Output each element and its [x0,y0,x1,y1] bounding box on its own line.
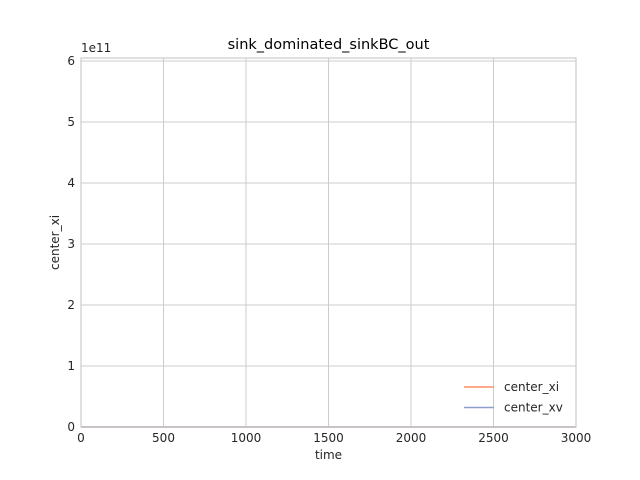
x-tick-label: 1000 [231,431,262,445]
legend-label-center_xi: center_xi [504,380,559,394]
chart-title: sink_dominated_sinkBC_out [228,37,430,53]
y-tick-label: 3 [67,237,75,251]
x-tick-label: 0 [77,431,85,445]
y-tick-label: 1 [67,359,75,373]
y-offset-label: 1e11 [81,41,111,55]
x-tick-label: 1500 [313,431,344,445]
y-axis-label: center_xi [48,215,62,270]
x-axis-label: time [315,448,342,462]
x-tick-label: 2500 [478,431,509,445]
y-tick-label: 5 [67,115,75,129]
y-tick-label: 0 [67,420,75,434]
y-tick-label: 2 [67,298,75,312]
legend: center_xi center_xv [464,380,563,415]
tick-labels: 0 500 1000 1500 2000 2500 3000 0 1 2 3 4 5 6 [67,54,591,445]
x-tick-label: 2000 [396,431,427,445]
x-tick-label: 3000 [561,431,592,445]
x-tick-label: 500 [152,431,175,445]
legend-label-center_xv: center_xv [504,401,563,415]
plot-frame [80,57,577,428]
grid [80,58,577,428]
y-tick-label: 4 [67,176,75,190]
y-tick-label: 6 [67,54,75,68]
